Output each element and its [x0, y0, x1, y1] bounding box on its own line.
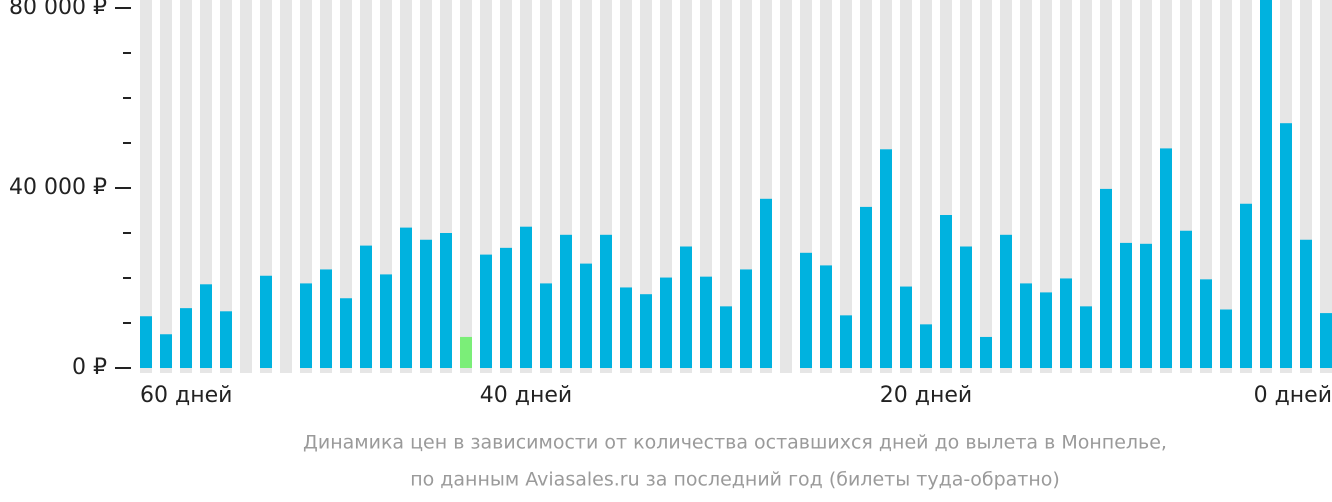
bar-background: [620, 0, 632, 373]
bar: [560, 234, 572, 368]
bar-background: [300, 0, 312, 373]
bar: [1320, 313, 1332, 368]
bar: [580, 263, 592, 368]
x-tick-label: 20 дней: [880, 383, 972, 408]
bar: [720, 306, 732, 368]
bar: [920, 324, 932, 368]
bar: [360, 245, 372, 368]
bar: [600, 234, 612, 368]
bar: [700, 276, 712, 368]
bar: [760, 198, 772, 368]
bar: [740, 269, 752, 368]
bar-background: [780, 0, 792, 373]
bar: [320, 269, 332, 368]
bar: [1200, 279, 1212, 368]
bar: [900, 286, 912, 368]
bar: [340, 298, 352, 368]
bar: [1280, 123, 1292, 368]
bar-background: [240, 0, 252, 373]
bar: [1040, 292, 1052, 368]
bar: [1020, 283, 1032, 368]
bar-background: [840, 0, 852, 373]
bar: [880, 149, 892, 368]
bar: [420, 239, 432, 368]
bar: [620, 287, 632, 368]
bar: [160, 334, 172, 368]
bar: [220, 311, 232, 368]
y-tick-label: 80 000 ₽: [9, 0, 107, 20]
bar: [940, 215, 952, 368]
y-tick-label: 0 ₽: [72, 355, 107, 380]
caption: по данным Aviasales.ru за последний год …: [410, 469, 1060, 491]
bar-background: [180, 0, 192, 373]
bar: [1000, 234, 1012, 368]
bar-background: [160, 0, 172, 373]
bar: [1060, 278, 1072, 368]
bar-background: [1080, 0, 1092, 373]
bar: [860, 206, 872, 368]
bar-background: [1320, 0, 1332, 373]
caption: Динамика цен в зависимости от количества…: [303, 432, 1167, 454]
bar-background: [980, 0, 992, 373]
bar: [440, 233, 452, 368]
bar: [640, 294, 652, 368]
bar: [300, 283, 312, 368]
bar-background: [280, 0, 292, 373]
bar: [1220, 309, 1232, 368]
bar-background: [460, 0, 472, 373]
bar: [1080, 306, 1092, 368]
bar-background: [200, 0, 212, 373]
bar: [840, 315, 852, 368]
bar-background: [540, 0, 552, 373]
bar-background: [720, 0, 732, 373]
bar-background: [920, 0, 932, 373]
x-tick-label: 0 дней: [1254, 383, 1332, 408]
bar: [380, 274, 392, 368]
bar: [960, 246, 972, 368]
bar: [800, 252, 812, 368]
bar: [660, 277, 672, 368]
x-tick-label: 60 дней: [140, 383, 232, 408]
bar-background: [1220, 0, 1232, 373]
bar: [680, 246, 692, 368]
bar-background: [220, 0, 232, 373]
bar: [1180, 230, 1192, 368]
bar: [1100, 188, 1112, 368]
bar: [980, 336, 992, 368]
bar: [1260, 0, 1272, 369]
bar-background: [1040, 0, 1052, 373]
bar: [1160, 148, 1172, 368]
bar: [540, 283, 552, 368]
bar: [260, 275, 272, 368]
y-tick-label: 40 000 ₽: [9, 175, 107, 200]
bar: [500, 247, 512, 368]
bar-background: [640, 0, 652, 373]
bar: [480, 254, 492, 368]
bar: [180, 308, 192, 368]
bar: [1300, 239, 1312, 368]
x-tick-label: 40 дней: [480, 383, 572, 408]
bar-background: [900, 0, 912, 373]
bar-background: [340, 0, 352, 373]
bar: [400, 227, 412, 368]
bar-background: [1020, 0, 1032, 373]
bar: [200, 284, 212, 368]
bar: [460, 336, 472, 368]
bar: [520, 226, 532, 368]
bar: [1140, 243, 1152, 368]
bar: [820, 265, 832, 368]
bar: [140, 316, 152, 368]
bar-background: [140, 0, 152, 373]
bar: [1120, 242, 1132, 368]
bar: [1240, 203, 1252, 368]
